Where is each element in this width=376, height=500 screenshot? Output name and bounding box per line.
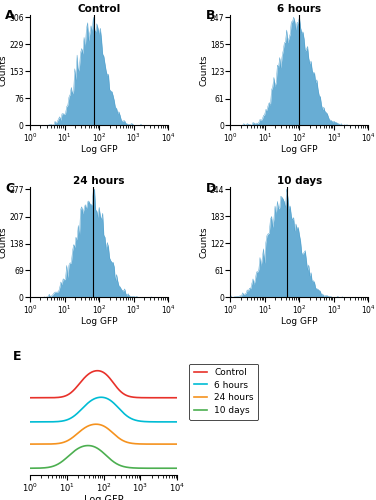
6 hours: [172, 419, 176, 425]
10 days: [175, 465, 179, 471]
Control: [172, 395, 176, 401]
Legend: Control, 6 hours, 24 hours, 10 days: Control, 6 hours, 24 hours, 10 days: [189, 364, 258, 420]
Line: 10 days: 10 days: [30, 446, 177, 468]
24 hours: [116, 434, 120, 440]
Control: [116, 386, 120, 392]
Control: [108, 376, 112, 382]
Text: D: D: [206, 182, 216, 194]
24 hours: [149, 441, 153, 447]
24 hours: [99, 422, 103, 428]
24 hours: [98, 422, 103, 428]
Control: [98, 368, 103, 374]
6 hours: [28, 419, 32, 425]
Text: B: B: [206, 10, 215, 22]
10 days: [108, 456, 112, 462]
Y-axis label: Counts: Counts: [0, 54, 8, 86]
10 days: [98, 448, 103, 454]
6 hours: [99, 394, 103, 400]
Text: C: C: [5, 182, 14, 194]
6 hours: [108, 397, 112, 403]
24 hours: [108, 428, 112, 434]
10 days: [99, 448, 103, 454]
24 hours: [175, 441, 179, 447]
X-axis label: Log GFP: Log GFP: [281, 146, 318, 154]
Y-axis label: Counts: Counts: [199, 226, 208, 258]
24 hours: [172, 441, 176, 447]
24 hours: [94, 421, 99, 427]
Line: 6 hours: 6 hours: [30, 397, 177, 422]
6 hours: [149, 419, 153, 425]
Line: Control: Control: [30, 370, 177, 398]
Control: [28, 395, 32, 401]
6 hours: [98, 394, 102, 400]
Text: A: A: [5, 10, 15, 22]
Y-axis label: Counts: Counts: [0, 226, 8, 258]
6 hours: [99, 394, 103, 400]
Control: [95, 368, 100, 374]
10 days: [172, 465, 176, 471]
Line: 24 hours: 24 hours: [30, 424, 177, 444]
X-axis label: Log GFP: Log GFP: [81, 146, 117, 154]
10 days: [86, 442, 90, 448]
6 hours: [175, 419, 179, 425]
24 hours: [28, 441, 32, 447]
10 days: [116, 462, 120, 468]
Control: [175, 395, 179, 401]
X-axis label: Log GFP: Log GFP: [84, 495, 123, 500]
Y-axis label: Counts: Counts: [199, 54, 208, 86]
X-axis label: Log GFP: Log GFP: [81, 318, 117, 326]
X-axis label: Log GFP: Log GFP: [281, 318, 318, 326]
Control: [99, 368, 103, 374]
Title: 10 days: 10 days: [277, 176, 322, 186]
Control: [149, 394, 153, 400]
Title: 6 hours: 6 hours: [277, 4, 321, 14]
Text: E: E: [12, 350, 21, 363]
Title: Control: Control: [77, 4, 121, 14]
Title: 24 hours: 24 hours: [73, 176, 125, 186]
6 hours: [116, 404, 120, 410]
10 days: [149, 465, 153, 471]
10 days: [28, 465, 32, 471]
